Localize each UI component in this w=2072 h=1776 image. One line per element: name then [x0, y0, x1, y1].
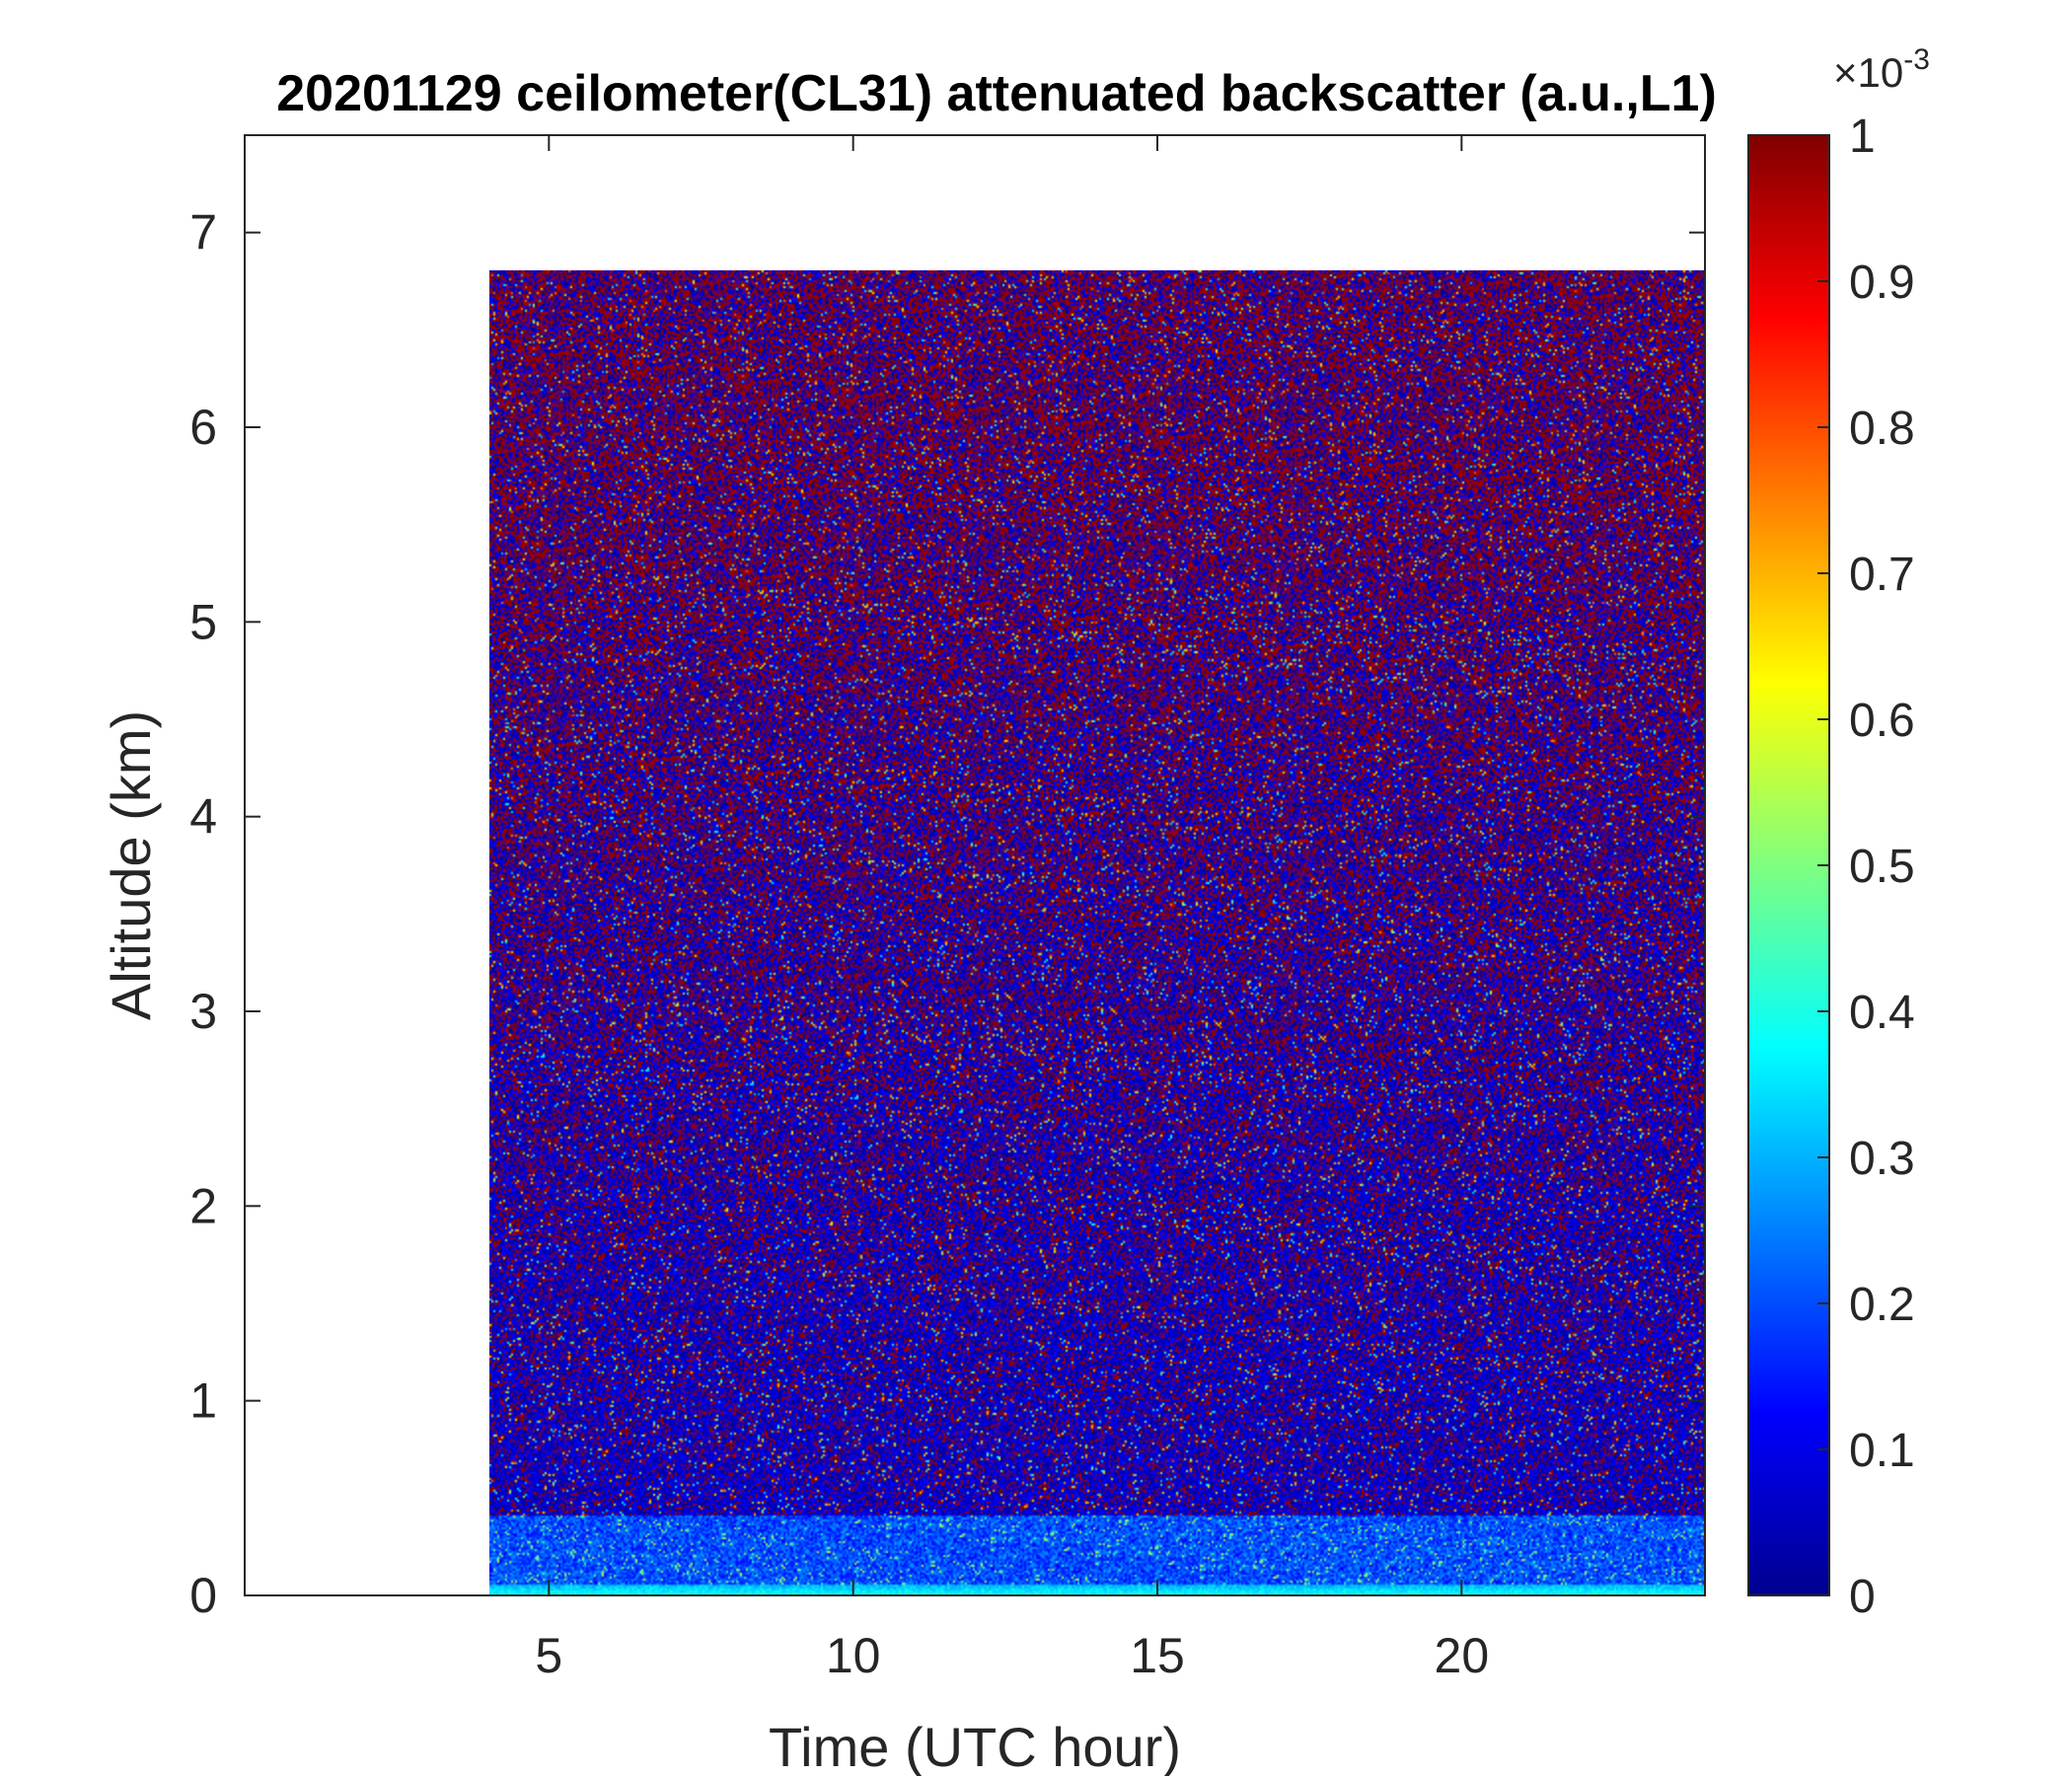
chart-title: 20201129 ceilometer(CL31) attenuated bac… [276, 65, 1717, 122]
colorbar-exponent: ×10-3 [1833, 43, 1930, 96]
y-tick-label: 2 [189, 1178, 217, 1233]
colorbar-tick-label: 0.8 [1849, 403, 1915, 455]
colorbar-tick-label: 0.5 [1849, 841, 1915, 893]
colorbar-tick-label: 0.3 [1849, 1133, 1915, 1185]
y-tick-label: 6 [189, 400, 217, 455]
colorbar-tick-label: 0.1 [1849, 1425, 1915, 1477]
y-tick-label: 7 [189, 205, 217, 260]
colorbar-tick-label: 0 [1849, 1571, 1876, 1623]
colorbar-tick-label: 0.4 [1849, 987, 1915, 1039]
x-tick-label: 5 [535, 1628, 562, 1683]
y-tick-label: 5 [189, 594, 217, 649]
y-tick-label: 3 [189, 984, 217, 1039]
x-axis: 5 10 15 20 [535, 135, 1489, 1683]
plot-frame [244, 134, 1706, 1596]
colorbar-tick-label: 0.7 [1849, 549, 1915, 601]
x-tick-label: 20 [1435, 1628, 1490, 1683]
colorbar-tick-label: 1 [1849, 111, 1876, 163]
x-tick-label: 15 [1130, 1628, 1185, 1683]
y-tick-label: 0 [189, 1568, 217, 1623]
colorbar-tick-label: 0.6 [1849, 695, 1915, 747]
colorbar-ticks: 0 0.1 0.2 0.3 0.4 0.5 0.6 0.7 0.8 0.9 1 [1817, 111, 1915, 1623]
colorbar-tick-label: 0.9 [1849, 257, 1915, 309]
colorbar-tick-label: 0.2 [1849, 1279, 1915, 1331]
y-axis-label: Altitude (km) [100, 710, 162, 1020]
colorbar [1747, 134, 1830, 1596]
y-tick-label: 1 [189, 1373, 217, 1429]
y-tick-label: 4 [189, 789, 217, 845]
x-tick-label: 10 [826, 1628, 881, 1683]
heatmap-plot-area [489, 270, 1705, 1595]
x-axis-label: Time (UTC hour) [769, 1716, 1181, 1776]
y-axis: 0 1 2 3 4 5 6 7 [189, 205, 1705, 1623]
